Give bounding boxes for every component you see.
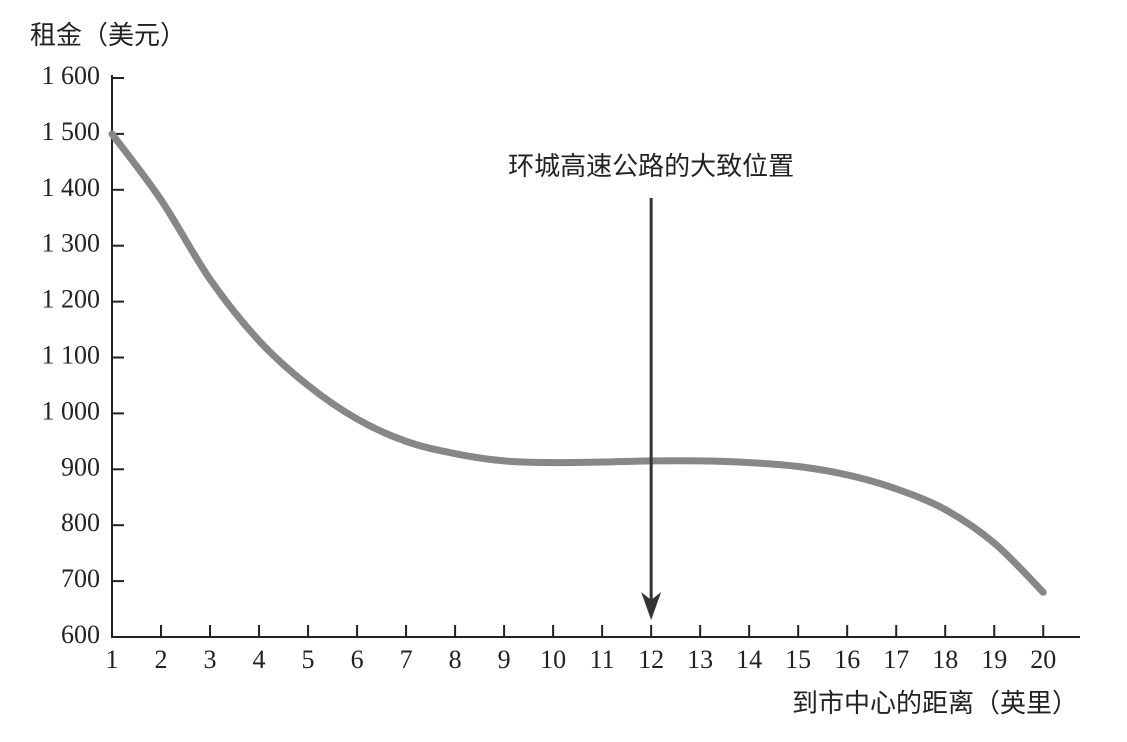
x-axis-label: 到市中心的距离（英里） xyxy=(792,689,1078,718)
y-tick-label: 1 100 xyxy=(42,340,101,369)
y-axis-label: 租金（美元） xyxy=(30,21,186,50)
x-tick-label: 14 xyxy=(736,645,762,674)
x-tick-label: 16 xyxy=(834,645,860,674)
x-tick-label: 10 xyxy=(540,645,566,674)
x-tick-label: 12 xyxy=(638,645,664,674)
x-tick-label: 8 xyxy=(449,645,462,674)
x-tick-label: 20 xyxy=(1030,645,1056,674)
y-tick-label: 800 xyxy=(61,508,100,537)
y-tick-label: 1 600 xyxy=(42,61,101,90)
x-tick-label: 6 xyxy=(351,645,364,674)
x-tick-label: 11 xyxy=(590,645,615,674)
line-series xyxy=(108,130,1047,596)
x-tick-label: 17 xyxy=(883,645,909,674)
y-tick-label: 1 500 xyxy=(42,117,101,146)
y-tick-label: 900 xyxy=(61,452,100,481)
x-tick-label: 1 xyxy=(106,645,119,674)
x-tick-label: 19 xyxy=(981,645,1007,674)
x-tick-label: 18 xyxy=(932,645,958,674)
x-tick-label: 7 xyxy=(400,645,413,674)
y-tick-label: 1 000 xyxy=(42,396,101,425)
y-tick-label: 1 200 xyxy=(42,285,101,314)
x-tick-label: 13 xyxy=(687,645,713,674)
x-tick-label: 5 xyxy=(302,645,315,674)
x-tick-label: 15 xyxy=(785,645,811,674)
x-tick-label: 3 xyxy=(204,645,217,674)
x-tick-label: 4 xyxy=(253,645,266,674)
y-tick-label: 1 400 xyxy=(42,173,101,202)
annotation-text: 环城高速公路的大致位置 xyxy=(508,152,794,182)
y-tick-label: 1 300 xyxy=(42,229,101,258)
x-tick-label: 2 xyxy=(155,645,168,674)
y-tick-label: 600 xyxy=(61,620,100,649)
y-tick-label: 700 xyxy=(61,564,100,593)
annotation-arrowhead xyxy=(641,592,662,620)
x-tick-label: 9 xyxy=(498,645,511,674)
